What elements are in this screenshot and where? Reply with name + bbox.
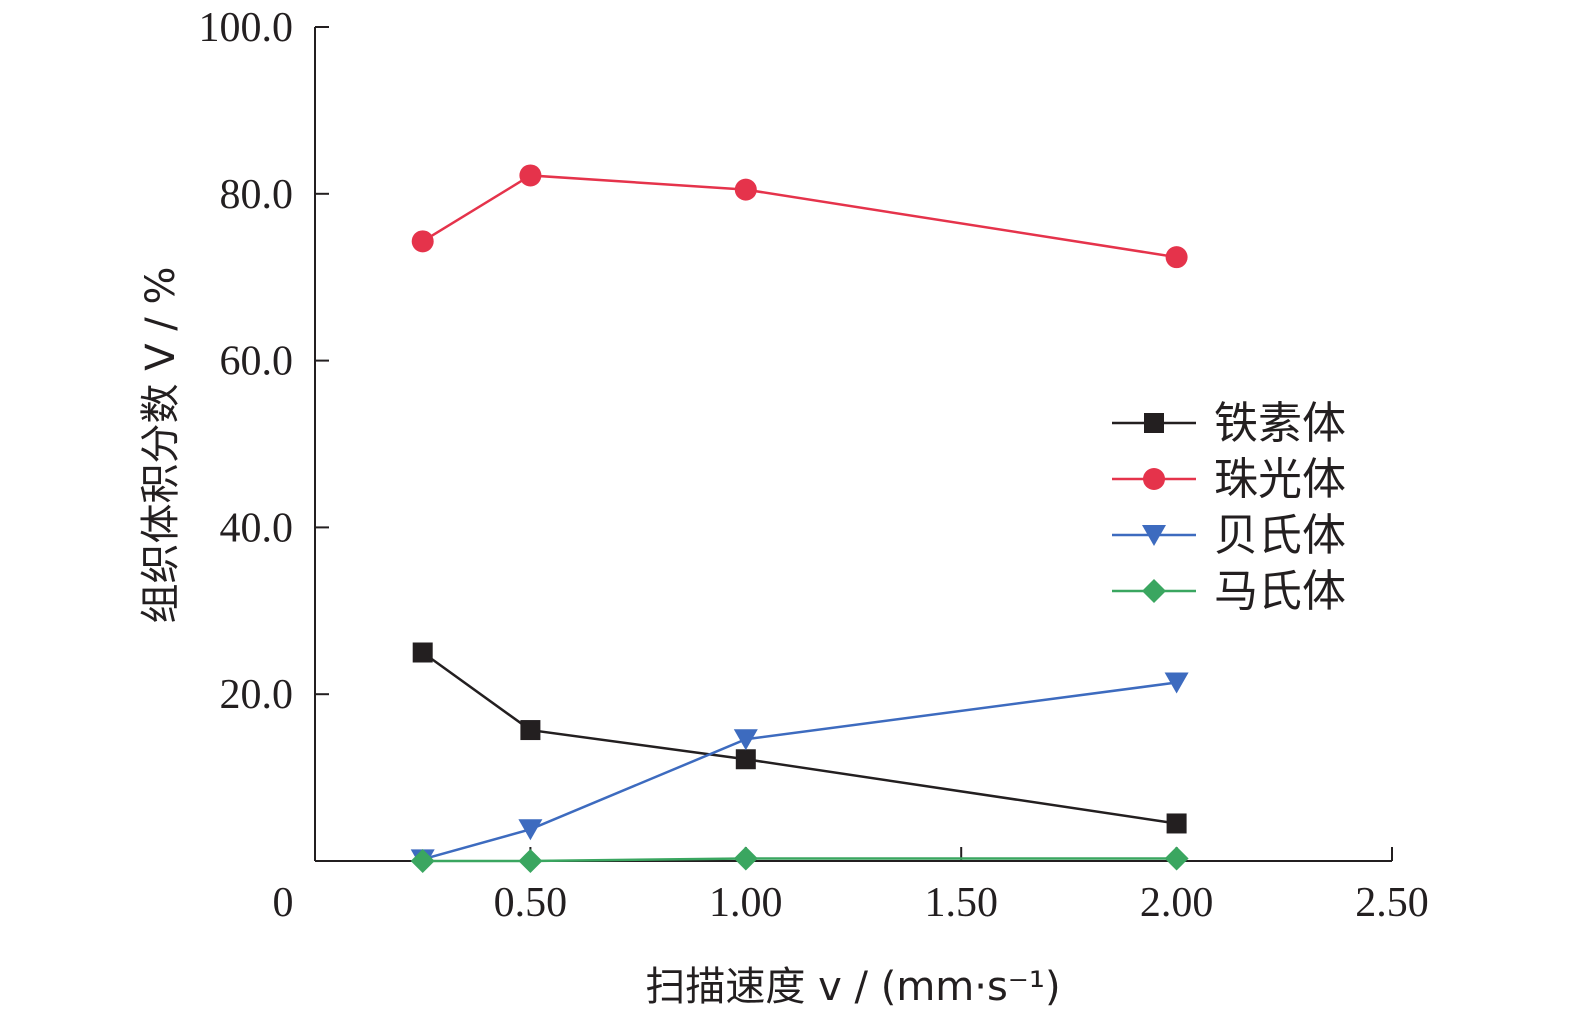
data-point [1165,246,1188,269]
x-tick-label: 0.50 [494,880,568,926]
data-point [520,720,541,741]
data-point [734,178,757,201]
series-line [422,681,1177,861]
series-4 [410,846,1189,873]
data-point [410,849,435,873]
data-point [1166,813,1187,834]
legend-label: 铁素体 [1214,399,1346,448]
y-tick-label: 80.0 [220,172,294,218]
data-point [412,642,433,663]
x-tick-label: 1.50 [924,880,998,926]
legend-marker [1142,579,1166,603]
x-tick-label: 2.00 [1140,880,1214,926]
y-tick-label: 20.0 [220,672,294,718]
data-point [411,230,434,253]
x-axis-title: 扫描速度 v / (mm·s⁻¹) [645,964,1060,1010]
data-point [1164,672,1189,694]
y-tick-label: 60.0 [220,339,294,385]
data-point [733,729,758,751]
legend-label: 马氏体 [1214,567,1346,616]
legend-entry: 铁素体 [1112,399,1346,448]
y-tick-label: 40.0 [220,505,294,551]
data-point [519,164,542,187]
series-2 [411,164,1188,269]
legend-entry: 马氏体 [1112,567,1346,616]
legend-marker [1143,468,1165,490]
series-3 [410,672,1189,871]
data-point [735,749,756,770]
x-tick-label: 2.50 [1355,880,1429,926]
series-line [421,651,1177,825]
y-tick-label: 100.0 [199,5,294,51]
legend-marker [1142,525,1166,546]
data-point [518,849,543,873]
legend-entry: 珠光体 [1112,455,1346,504]
data-point [518,819,543,841]
legend-label: 贝氏体 [1214,511,1346,560]
ticks: 0 0.50 1.00 1.50 2.00 2.50 20.0 40.0 60.0 80.0 100… [199,5,1429,926]
series-1 [412,642,1187,834]
y-axis-title: 组织体积分数 V / % [138,267,184,624]
series-line [422,857,1177,863]
data-point [733,846,758,871]
data-point [1164,846,1189,871]
legend-entry: 贝氏体 [1112,511,1346,560]
series-line [422,174,1177,259]
legend-marker [1144,413,1164,433]
series-layer [410,164,1189,873]
x-tick-label: 1.00 [709,880,783,926]
legend-label: 珠光体 [1214,455,1346,504]
x-tick-label: 0 [273,880,294,926]
